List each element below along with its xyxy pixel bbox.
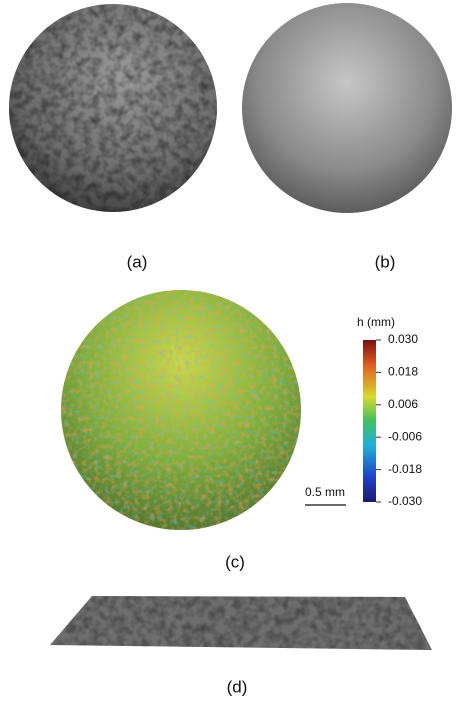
scale-bar-label: 0.5 mm — [305, 485, 345, 499]
colorbar — [363, 340, 376, 502]
colorbar-tick-label: 0.018 — [388, 365, 418, 379]
sphere-smooth — [242, 3, 452, 213]
panel-label: (c) — [225, 552, 245, 571]
flat-surface — [50, 596, 432, 650]
panel-label: (d) — [227, 677, 248, 696]
colorbar-tick-label: -0.018 — [388, 462, 422, 476]
panel-label: (a) — [127, 252, 148, 271]
figure: (a) (b) h (mm) 0.5 mm (c) (d) 0.030 0.018… — [0, 0, 475, 702]
sphere-rough — [9, 4, 217, 212]
colorbar-title: h (mm) — [357, 315, 395, 329]
colorbar-tick-label: 0.030 — [388, 332, 418, 346]
colorbar-tick-label: 0.006 — [388, 397, 418, 411]
colorbar-tick-label: -0.030 — [388, 494, 422, 508]
panel-label: (b) — [375, 252, 396, 271]
colorbar-tick-label: -0.006 — [388, 429, 422, 443]
sphere-height-map — [61, 290, 301, 530]
